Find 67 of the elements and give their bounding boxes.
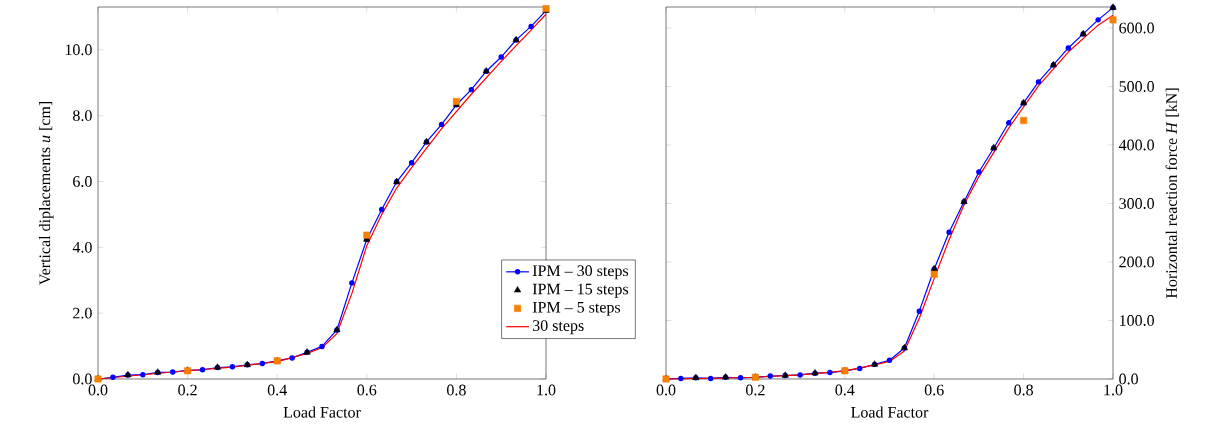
point bbox=[1035, 79, 1042, 85]
legend-label: IPM – 5 steps bbox=[532, 301, 621, 316]
x-tick-label: 0.6 bbox=[924, 384, 944, 396]
point bbox=[678, 375, 684, 382]
point bbox=[707, 375, 714, 382]
point bbox=[767, 373, 774, 379]
point bbox=[199, 367, 206, 373]
y2-tick-label: 0.0 bbox=[1119, 373, 1138, 385]
y2-tick-label: 100.0 bbox=[1120, 315, 1154, 326]
y-tick-label: 2.0 bbox=[73, 307, 92, 319]
point bbox=[1109, 16, 1117, 24]
point bbox=[797, 372, 803, 378]
point bbox=[349, 280, 355, 286]
x-tick-label: 0.4 bbox=[267, 384, 287, 396]
x-tick-label: 1.0 bbox=[1104, 384, 1123, 396]
point bbox=[946, 229, 952, 235]
point bbox=[363, 231, 371, 239]
y-tick-label: 0.0 bbox=[73, 373, 92, 385]
y2-axis-title: Horizontal reaction force H [kN] bbox=[1165, 88, 1179, 299]
x-tick-label: 0.8 bbox=[447, 384, 466, 396]
y-tick-label: 6.0 bbox=[73, 176, 92, 187]
point bbox=[289, 355, 295, 361]
point bbox=[169, 369, 176, 375]
x-tick-label: 0.4 bbox=[835, 384, 855, 396]
x-tick-label: 0.0 bbox=[656, 384, 676, 396]
x-tick-label: 0.8 bbox=[1014, 384, 1033, 396]
point bbox=[930, 270, 938, 278]
point bbox=[1005, 120, 1012, 126]
y2-tick-label: 500.0 bbox=[1119, 81, 1154, 92]
x-axis-title: Load Factor bbox=[283, 406, 361, 418]
y2-tick-label: 300.0 bbox=[1119, 198, 1154, 209]
point bbox=[1020, 117, 1028, 124]
point bbox=[140, 371, 146, 378]
point bbox=[229, 364, 236, 370]
y-axis-title: Vertical diplacements u [cm] bbox=[38, 102, 54, 285]
point bbox=[886, 357, 893, 364]
point bbox=[737, 375, 744, 381]
point bbox=[976, 169, 982, 175]
point bbox=[110, 374, 116, 381]
y2-tick-label: 600.0 bbox=[1119, 22, 1154, 34]
x-axis-title: Load Factor bbox=[851, 406, 929, 418]
point bbox=[498, 54, 504, 60]
point bbox=[916, 308, 923, 314]
point bbox=[1095, 17, 1101, 23]
x-tick-label: 0.2 bbox=[178, 384, 197, 396]
point bbox=[1065, 45, 1072, 51]
x-tick-label: 0.2 bbox=[746, 384, 765, 396]
x-tick-label: 1.0 bbox=[537, 384, 556, 396]
point bbox=[528, 23, 534, 30]
point bbox=[319, 343, 325, 350]
x-tick-label: 0.0 bbox=[88, 384, 108, 396]
point bbox=[468, 86, 475, 93]
y-tick-label: 8.0 bbox=[73, 110, 92, 122]
legend-label: 30 steps bbox=[532, 320, 584, 335]
point bbox=[827, 369, 833, 376]
point bbox=[438, 121, 445, 128]
legend-label: IPM – 15 steps bbox=[532, 283, 629, 298]
x-tick-label: 0.6 bbox=[357, 384, 377, 396]
y-tick-label: 10.0 bbox=[65, 44, 92, 56]
y2-tick-label: 400.0 bbox=[1118, 139, 1154, 151]
legend-label: IPM – 30 steps bbox=[532, 265, 629, 280]
y-tick-label: 4.0 bbox=[72, 241, 92, 253]
point bbox=[408, 159, 415, 166]
point bbox=[378, 206, 385, 213]
y2-tick-label: 200.0 bbox=[1119, 256, 1154, 268]
point bbox=[856, 365, 863, 372]
point bbox=[259, 360, 266, 367]
